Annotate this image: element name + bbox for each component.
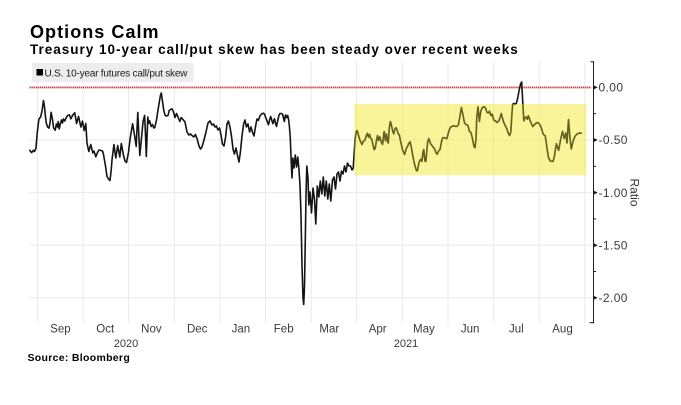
- svg-text:Apr: Apr: [369, 324, 387, 336]
- svg-text:Jul: Jul: [509, 324, 524, 336]
- svg-text:Feb: Feb: [274, 324, 294, 336]
- svg-text:-1.50: -1.50: [599, 238, 628, 252]
- svg-text:-2.00: -2.00: [599, 291, 628, 305]
- svg-text:Options Calm: Options Calm: [30, 22, 160, 42]
- svg-text:Oct: Oct: [96, 324, 115, 336]
- svg-text:U.S. 10-year futures call/put: U.S. 10-year futures call/put skew: [45, 69, 189, 80]
- svg-text:Jun: Jun: [461, 324, 480, 336]
- svg-text:-1.00: -1.00: [599, 186, 628, 200]
- svg-text:Nov: Nov: [141, 324, 162, 336]
- svg-text:Dec: Dec: [187, 324, 208, 336]
- svg-text:Ratio: Ratio: [627, 178, 641, 206]
- svg-text:2020: 2020: [114, 338, 138, 350]
- svg-text:May: May: [413, 324, 435, 336]
- svg-text:0.00: 0.00: [599, 81, 624, 95]
- svg-text:Treasury 10-year call/put skew: Treasury 10-year call/put skew has been …: [30, 42, 519, 57]
- svg-text:Jan: Jan: [232, 324, 251, 336]
- svg-text:Sep: Sep: [50, 324, 70, 336]
- svg-text:Aug: Aug: [552, 324, 572, 336]
- svg-text:Source: Bloomberg: Source: Bloomberg: [28, 352, 131, 364]
- svg-text:-0.50: -0.50: [599, 133, 628, 147]
- svg-text:Mar: Mar: [319, 324, 339, 336]
- svg-text:2021: 2021: [394, 338, 418, 350]
